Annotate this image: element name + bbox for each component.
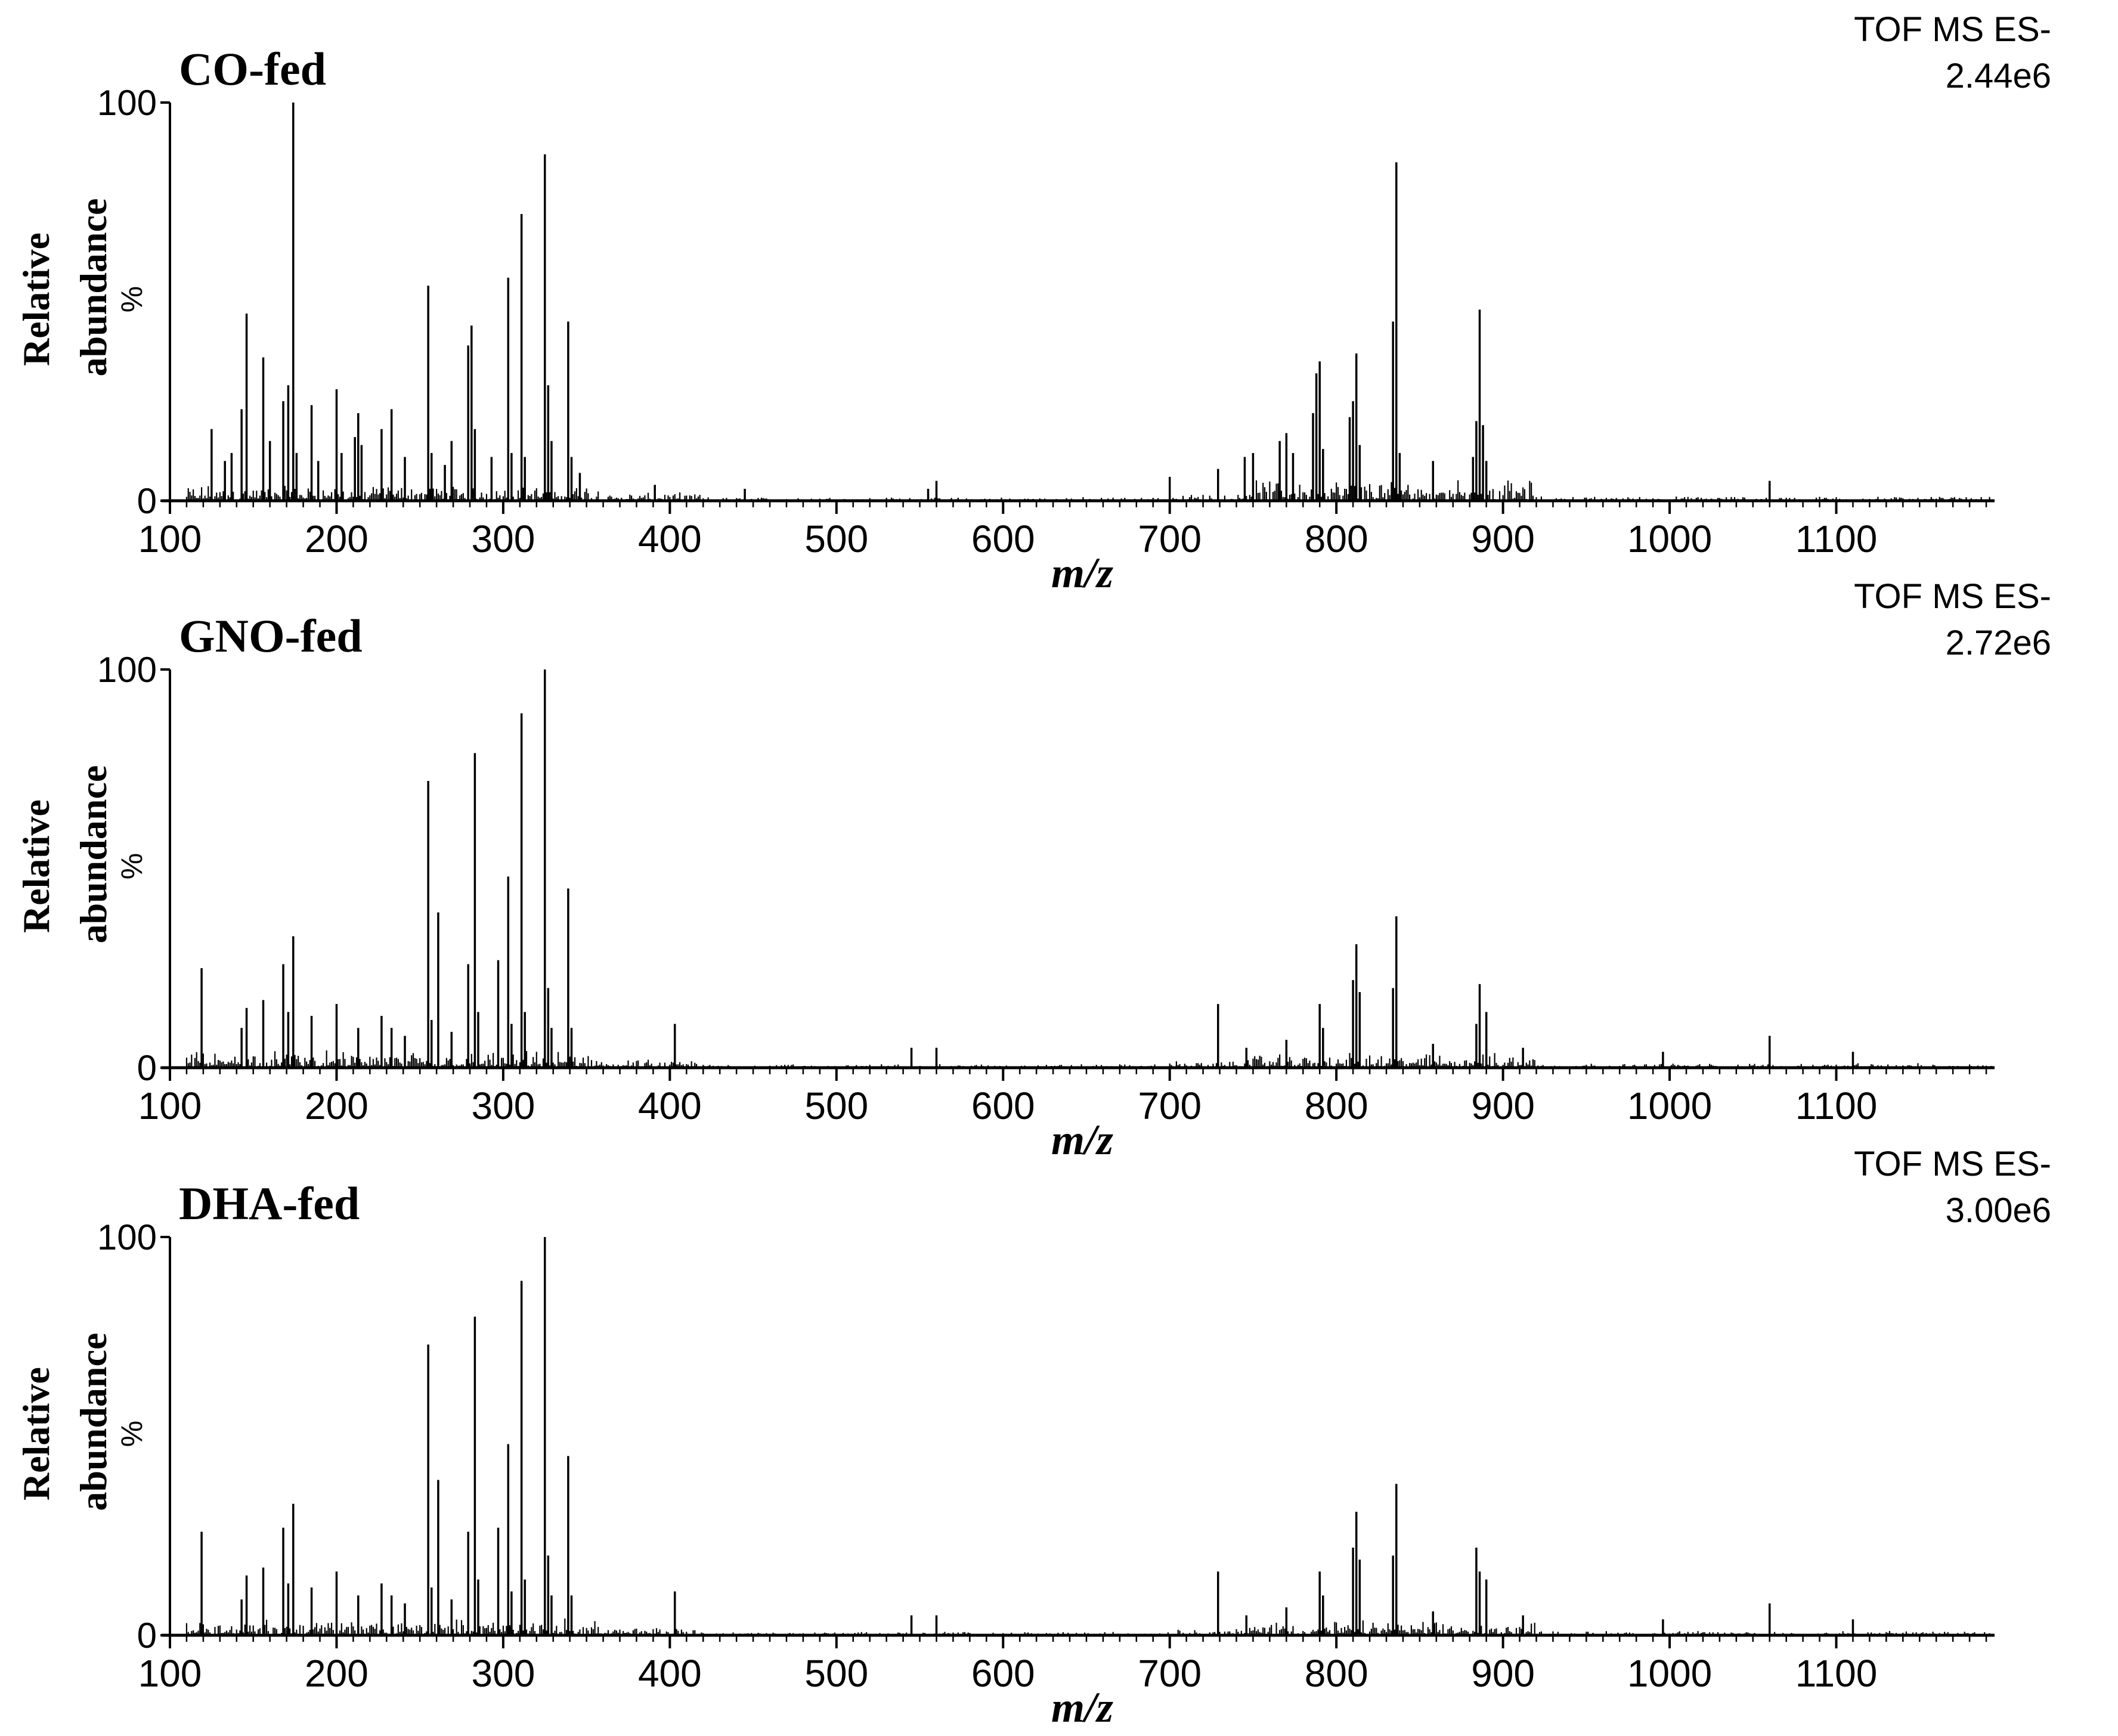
y-axis-label-abundance: abundance	[72, 765, 114, 944]
x-tick-label: 600	[971, 517, 1035, 560]
x-axis-label: m/z	[1051, 1684, 1113, 1731]
y-tick-label: 0	[137, 1616, 157, 1656]
x-tick-label: 800	[1305, 1084, 1368, 1127]
y-tick-label: 0	[137, 1048, 157, 1088]
y-axis-unit: %	[115, 853, 148, 879]
x-tick-label: 900	[1471, 1084, 1535, 1127]
x-tick-label: 300	[472, 1084, 535, 1127]
panel-title: GNO-fed	[179, 610, 363, 662]
x-tick-label: 500	[804, 517, 868, 560]
x-tick-label: 400	[638, 517, 702, 560]
intensity-label: 3.00e6	[1946, 1191, 2051, 1230]
y-tick-label: 100	[97, 1217, 157, 1257]
y-tick-label: 100	[97, 83, 157, 123]
x-tick-label: 200	[305, 1084, 369, 1127]
y-tick-label: 100	[97, 650, 157, 690]
y-axis-label-abundance: abundance	[72, 199, 114, 377]
x-tick-label: 600	[971, 1652, 1035, 1695]
x-tick-label: 500	[804, 1652, 868, 1695]
peaks	[200, 1237, 1854, 1635]
intensity-label: 2.44e6	[1946, 57, 2051, 95]
x-tick-label: 700	[1138, 1084, 1202, 1127]
peaks	[210, 103, 1771, 501]
y-axis-label-relative: Relative	[15, 799, 57, 933]
y-axis-unit: %	[115, 286, 148, 312]
x-tick-label: 1000	[1627, 1652, 1712, 1695]
x-tick-label: 1000	[1627, 517, 1712, 560]
x-tick-label: 900	[1471, 517, 1535, 560]
x-tick-label: 800	[1305, 517, 1368, 560]
x-tick-label: 100	[138, 1084, 202, 1127]
x-tick-label: 800	[1305, 1652, 1368, 1695]
panel-title: CO-fed	[179, 43, 326, 95]
x-tick-label: 1000	[1627, 1084, 1712, 1127]
noise-floor	[185, 480, 1990, 501]
x-tick-label: 700	[1138, 1652, 1202, 1695]
panel-title: DHA-fed	[179, 1177, 360, 1229]
x-tick-label: 400	[638, 1652, 702, 1695]
x-tick-label: 700	[1138, 517, 1202, 560]
x-tick-label: 900	[1471, 1652, 1535, 1695]
x-axis-label: m/z	[1051, 1116, 1113, 1164]
y-axis-label-abundance: abundance	[72, 1333, 114, 1511]
y-tick-label: 0	[137, 481, 157, 521]
x-tick-label: 1100	[1795, 1652, 1878, 1695]
y-axis-label-relative: Relative	[15, 232, 57, 366]
instrument-label: TOF MS ES-	[1854, 10, 2051, 49]
x-tick-label: 200	[305, 1652, 369, 1695]
x-tick-label: 500	[804, 1084, 868, 1127]
instrument-label: TOF MS ES-	[1854, 1145, 2051, 1183]
x-tick-label: 1100	[1795, 1084, 1878, 1127]
x-tick-label: 100	[138, 517, 202, 560]
x-tick-label: 200	[305, 517, 369, 560]
instrument-label: TOF MS ES-	[1854, 577, 2051, 616]
x-axis-label: m/z	[1051, 549, 1113, 597]
x-tick-label: 1100	[1795, 517, 1878, 560]
y-axis-label-relative: Relative	[15, 1367, 57, 1501]
x-tick-label: 600	[971, 1084, 1035, 1127]
y-axis-unit: %	[115, 1421, 148, 1447]
x-tick-label: 100	[138, 1652, 202, 1695]
peaks	[200, 669, 1854, 1068]
x-tick-label: 300	[472, 1652, 535, 1695]
intensity-label: 2.72e6	[1946, 624, 2051, 662]
x-tick-label: 400	[638, 1084, 702, 1127]
x-tick-label: 300	[472, 517, 535, 560]
